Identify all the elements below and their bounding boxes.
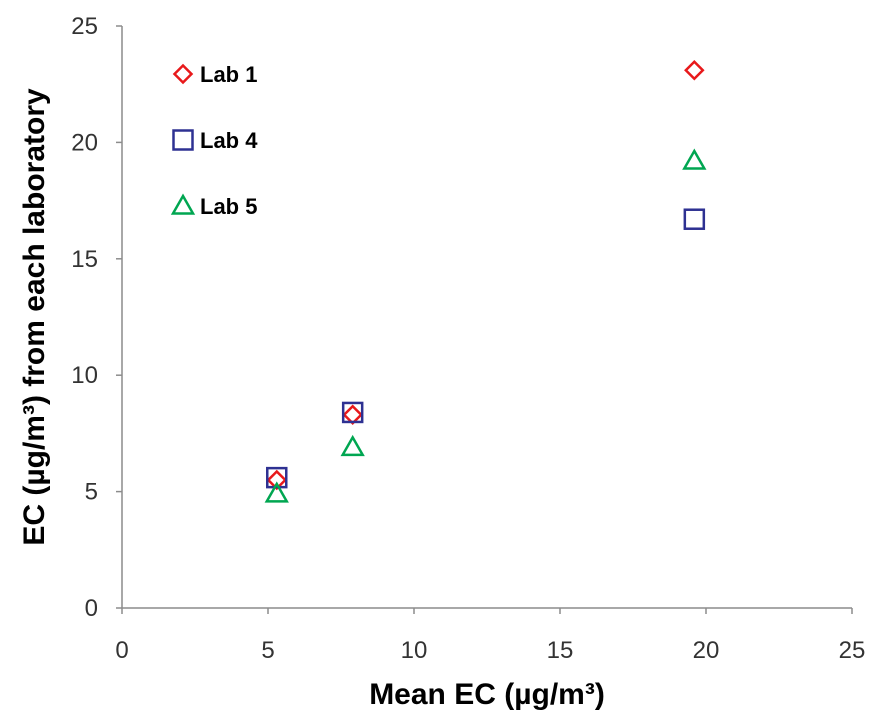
data-point-lab-1 [266,469,288,491]
x-tick-label: 5 [261,637,274,664]
legend-label-lab-4: Lab 4 [200,128,258,153]
y-tick-label: 25 [71,13,98,40]
data-point-lab-4 [266,466,288,489]
x-tick-label: 25 [839,637,866,664]
x-tick-label: 20 [693,637,720,664]
data-point-lab-4 [683,208,706,230]
y-tick-label: 0 [85,595,98,622]
axis-ticks: 0 5 10 15 20 25 0 5 10 15 20 25 [71,13,865,664]
data-point-lab-1 [684,59,705,81]
data-point-lab-5 [264,481,289,503]
data-point-lab-5 [340,434,365,457]
legend: Lab 1 Lab 4 Lab 5 [170,62,258,219]
y-tick-label: 15 [71,246,98,273]
data-point-lab-5 [682,148,707,170]
legend-marker-lab-5 [170,193,196,215]
y-axis-title: EC (µg/m³) from each laboratory [18,88,51,546]
x-tick-label: 10 [401,637,428,664]
y-tick-label: 10 [71,362,98,389]
legend-label-lab-1: Lab 1 [200,62,257,87]
legend-marker-lab-1 [172,63,194,85]
legend-marker-lab-4 [172,129,194,151]
data-points [264,59,707,503]
data-point-lab-4 [341,401,364,424]
x-tick-label: 0 [115,637,128,664]
y-tick-label: 5 [85,479,98,506]
x-axis-title: Mean EC (µg/m³) [369,678,605,711]
legend-label-lab-5: Lab 5 [200,194,257,219]
x-tick-label: 15 [547,637,574,664]
data-point-lab-1 [342,404,363,426]
y-tick-label: 20 [71,129,98,156]
plot-area [121,26,852,609]
